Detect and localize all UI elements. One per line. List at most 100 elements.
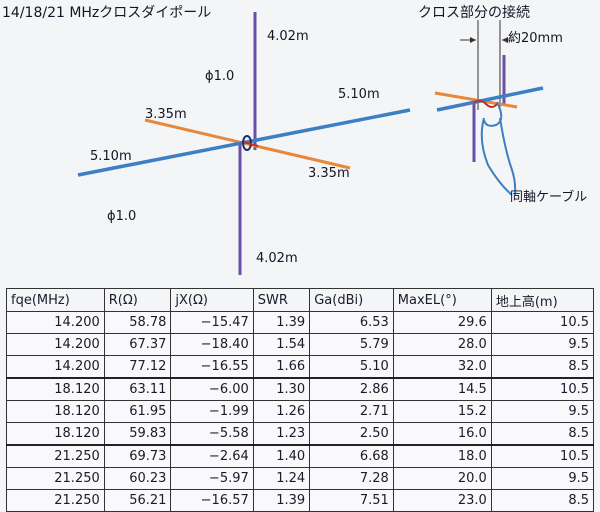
inset-connection-detail: クロス部分の接続 約20mm 同軸ケーブル (418, 4, 587, 205)
cell-height: 10.5 (490, 377, 595, 401)
cell-gain: 7.51 (309, 489, 394, 512)
inset-blue (436, 86, 544, 112)
inset-feed-wire (473, 99, 498, 108)
col-header-swr: SWR (252, 288, 311, 312)
col-header-gain: Ga(dBi) (309, 288, 394, 312)
cell-frequency: 21.250 (6, 467, 105, 490)
label-phi-bottom: ϕ1.0 (107, 209, 136, 224)
cell-maxel: 28.0 (392, 333, 492, 356)
label-top-length: 4.02m (267, 29, 309, 44)
cell-gain: 7.28 (309, 467, 394, 490)
cell-reactance: −18.40 (170, 333, 254, 356)
cell-maxel: 15.2 (392, 400, 492, 423)
inset-title: クロス部分の接続 (418, 4, 530, 21)
cell-frequency: 18.120 (6, 422, 105, 446)
gap-arrowhead-left (470, 37, 476, 43)
cell-reactance: −1.99 (170, 400, 254, 423)
cell-gain: 6.53 (309, 311, 394, 334)
cell-swr: 1.39 (252, 311, 311, 334)
table-row: 21.250 56.21 −16.57 1.39 7.51 23.0 8.5 (6, 489, 595, 512)
cell-swr: 1.30 (252, 377, 311, 401)
cell-reactance: −16.55 (170, 355, 254, 379)
cell-height: 9.5 (490, 333, 595, 356)
cell-maxel: 20.0 (392, 467, 492, 490)
cell-reactance: −15.47 (170, 311, 254, 334)
cell-frequency: 14.200 (6, 333, 105, 356)
cell-swr: 1.54 (252, 333, 311, 356)
label-gap: 約20mm (508, 31, 563, 46)
table-row: 14.200 77.12 −16.55 1.66 5.10 32.0 8.5 (6, 355, 595, 379)
table-row: 18.120 63.11 −6.00 1.30 2.86 14.5 10.5 (6, 377, 595, 401)
inset-orange (434, 91, 518, 109)
cell-swr: 1.23 (252, 422, 311, 446)
cell-gain: 2.50 (309, 422, 394, 446)
cell-reactance: −16.57 (170, 489, 254, 512)
cell-gain: 6.68 (309, 444, 394, 468)
cell-frequency: 21.250 (6, 489, 105, 512)
cell-maxel: 18.0 (392, 444, 492, 468)
cell-resistance: 67.37 (103, 333, 172, 356)
cell-gain: 2.86 (309, 377, 394, 401)
cell-maxel: 14.5 (392, 377, 492, 401)
label-bottom-length: 4.02m (256, 251, 298, 266)
label-blue-right: 5.10m (338, 87, 380, 102)
cell-gain: 5.79 (309, 333, 394, 356)
col-header-height: 地上高(m) (490, 288, 595, 312)
diagram-title: 14/18/21 MHzクロスダイポール (2, 5, 211, 21)
table-row: 14.200 58.78 −15.47 1.39 6.53 29.6 10.5 (6, 311, 595, 334)
cell-resistance: 61.95 (103, 400, 172, 423)
cell-resistance: 77.12 (103, 355, 172, 379)
main-antenna (77, 12, 411, 275)
table-body: 14.200 58.78 −15.47 1.39 6.53 29.6 10.5 14.200… (6, 311, 595, 512)
antenna-diagram: 14/18/21 MHzクロスダイポール 4.02m ϕ1.0 5.10m 3.… (2, 4, 587, 275)
cell-height: 9.5 (490, 467, 595, 490)
table-header-row: fqe(MHz) R(Ω) jX(Ω) SWR Ga(dBi) MaxEL(°)… (6, 288, 595, 312)
col-header-resistance: R(Ω) (103, 288, 172, 312)
cell-resistance: 59.83 (103, 422, 172, 446)
cell-height: 10.5 (490, 444, 595, 468)
cell-resistance: 63.11 (103, 377, 172, 401)
cell-maxel: 16.0 (392, 422, 492, 446)
cell-swr: 1.40 (252, 444, 311, 468)
cell-resistance: 69.73 (103, 444, 172, 468)
table-row: 18.120 59.83 −5.58 1.23 2.50 16.0 8.5 (6, 422, 595, 446)
cell-swr: 1.66 (252, 355, 311, 379)
cell-gain: 5.10 (309, 355, 394, 379)
cell-swr: 1.39 (252, 489, 311, 512)
cell-reactance: −5.97 (170, 467, 254, 490)
cell-resistance: 58.78 (103, 311, 172, 334)
cell-height: 8.5 (490, 422, 595, 446)
cell-height: 8.5 (490, 355, 595, 379)
table-row: 14.200 67.37 −18.40 1.54 5.79 28.0 9.5 (6, 333, 595, 356)
results-table: fqe(MHz) R(Ω) jX(Ω) SWR Ga(dBi) MaxEL(°)… (6, 288, 595, 512)
cell-frequency: 14.200 (6, 355, 105, 379)
inset-coax-cable-b (499, 117, 517, 196)
inset-coax-cable-a (480, 117, 513, 196)
cell-resistance: 56.21 (103, 489, 172, 512)
col-header-maxel: MaxEL(°) (392, 288, 492, 312)
cell-swr: 1.24 (252, 467, 311, 490)
table-row: 18.120 61.95 −1.99 1.26 2.71 15.2 9.5 (6, 400, 595, 423)
cell-resistance: 60.23 (103, 467, 172, 490)
results-table-container: fqe(MHz) R(Ω) jX(Ω) SWR Ga(dBi) MaxEL(°)… (6, 288, 595, 512)
cell-maxel: 32.0 (392, 355, 492, 379)
table-row: 21.250 69.73 −2.64 1.40 6.68 18.0 10.5 (6, 444, 595, 468)
feed-wire (243, 141, 259, 147)
cell-maxel: 23.0 (392, 489, 492, 512)
col-header-reactance: jX(Ω) (170, 288, 254, 312)
cell-reactance: −6.00 (170, 377, 254, 401)
cell-frequency: 14.200 (6, 311, 105, 334)
cell-frequency: 18.120 (6, 377, 105, 401)
label-phi-top: ϕ1.0 (205, 69, 234, 84)
cell-height: 9.5 (490, 400, 595, 423)
label-coax: 同軸ケーブル (510, 189, 587, 205)
label-orange-left: 3.35m (145, 107, 187, 122)
cell-reactance: −2.64 (170, 444, 254, 468)
cell-frequency: 18.120 (6, 400, 105, 423)
cell-reactance: −5.58 (170, 422, 254, 446)
cell-frequency: 21.250 (6, 444, 105, 468)
cell-height: 8.5 (490, 489, 595, 512)
cell-swr: 1.26 (252, 400, 311, 423)
col-header-frequency: fqe(MHz) (6, 288, 105, 312)
cell-gain: 2.71 (309, 400, 394, 423)
